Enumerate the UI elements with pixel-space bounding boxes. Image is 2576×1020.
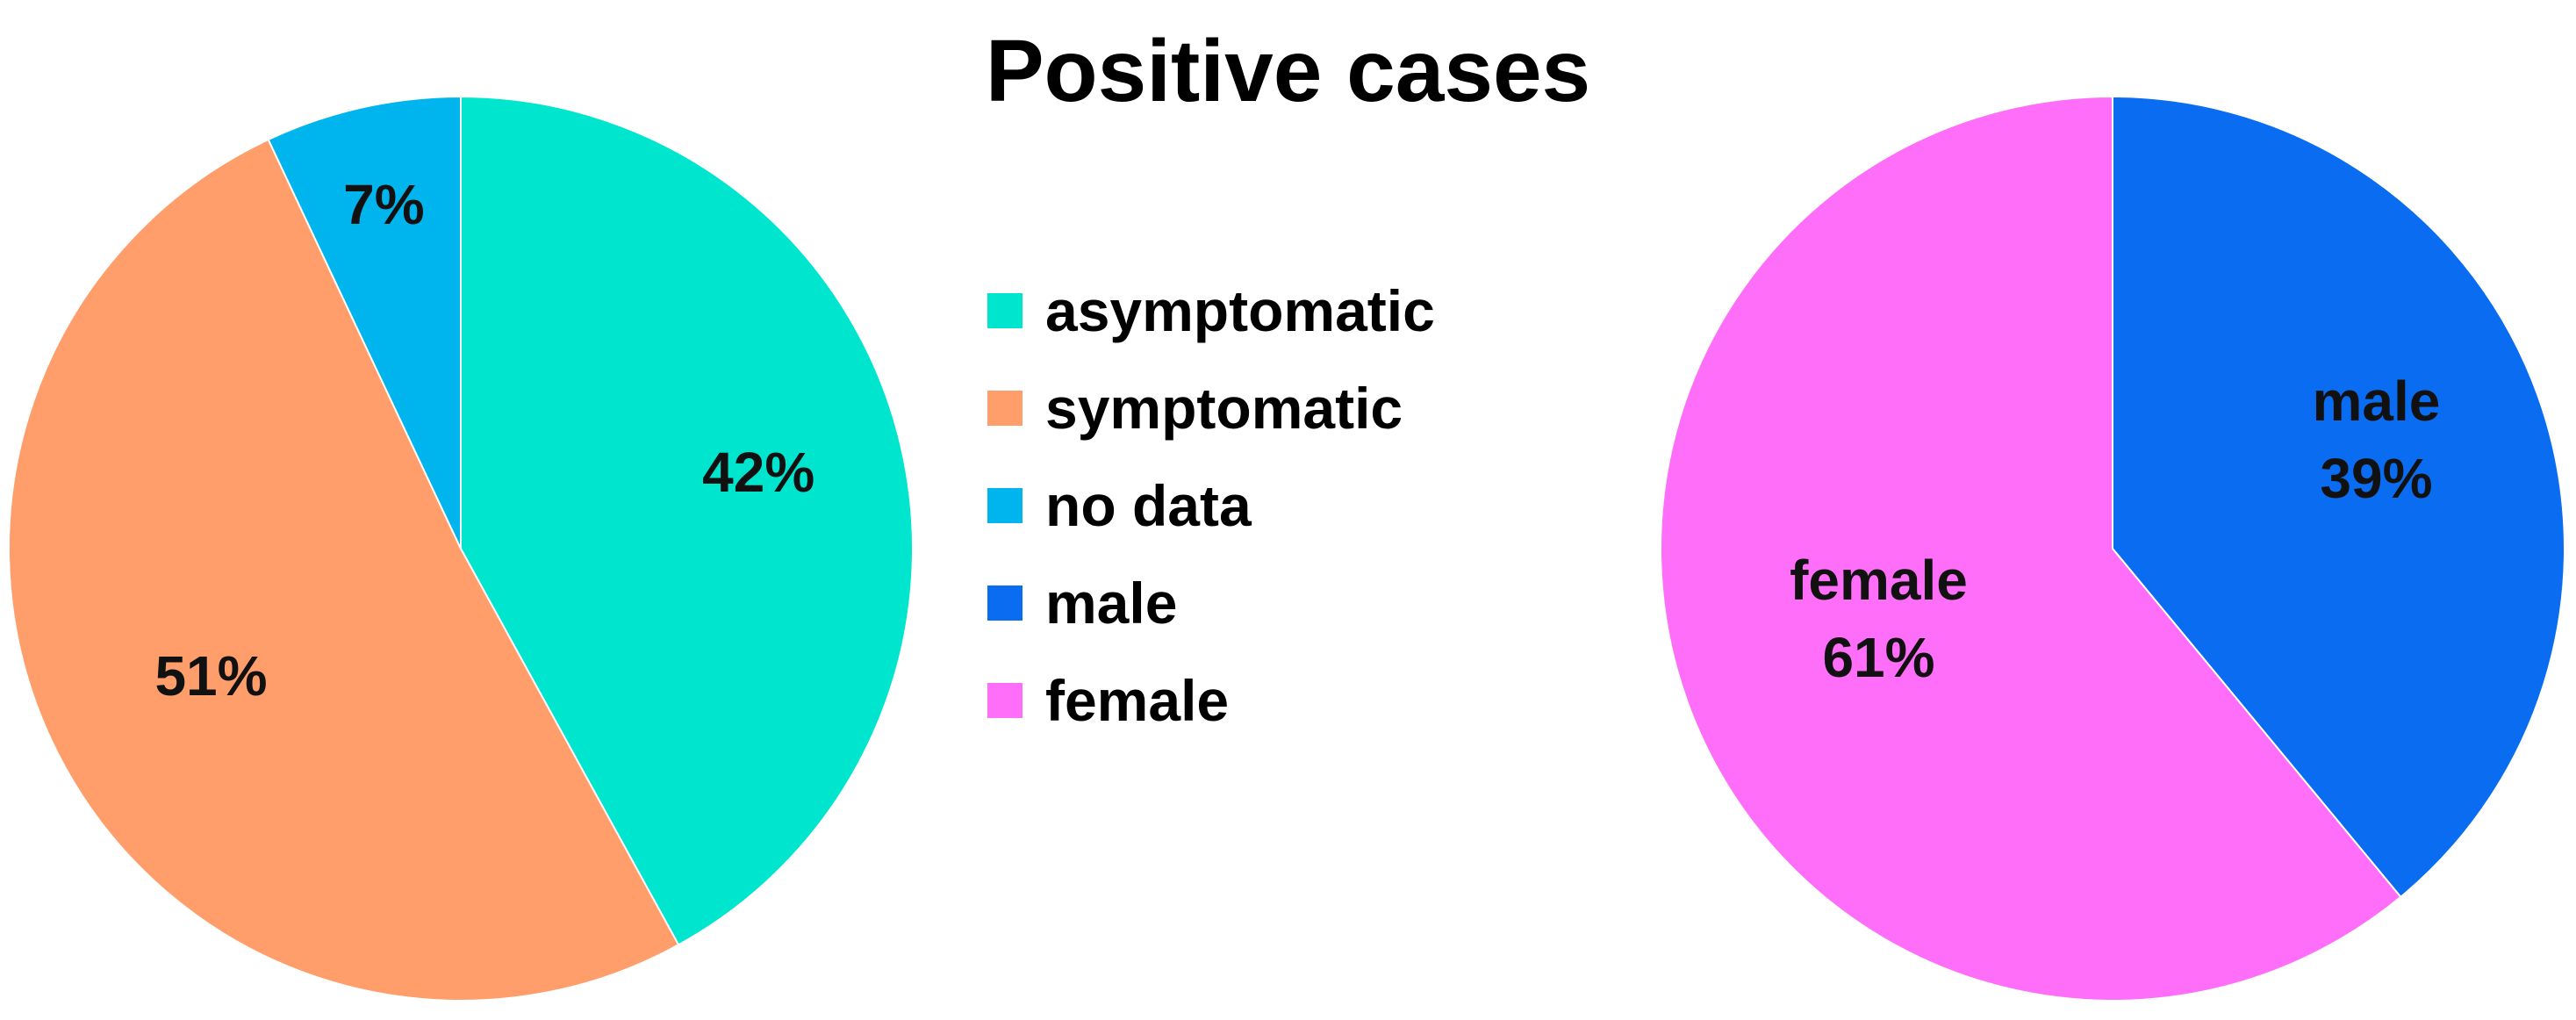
chart-title: Positive cases: [985, 22, 1591, 120]
legend-item-no-data: no data: [987, 477, 1435, 535]
pie1-data-label-asymptomatic: 42%: [702, 441, 814, 504]
pie2-category-label-female: female: [1790, 549, 1968, 612]
legend-label-symptomatic: symptomatic: [1045, 376, 1403, 441]
legend-label-no-data: no data: [1045, 473, 1252, 538]
pie2-data-label-female: 61%: [1822, 626, 1934, 689]
legend-label-female: female: [1045, 668, 1230, 733]
legend-item-male: male: [987, 574, 1435, 632]
pie1-data-label-symptomatic: 51%: [154, 644, 267, 708]
pie1-slice-symptomatic: [8, 138, 680, 1002]
legend-swatch-asymptomatic: [987, 293, 1023, 328]
legend: asymptomatic symptomatic no data male fe…: [987, 282, 1435, 772]
legend-label-male: male: [1045, 571, 1178, 636]
legend-swatch-female: [987, 683, 1023, 718]
legend-item-asymptomatic: asymptomatic: [987, 282, 1435, 340]
legend-label-asymptomatic: asymptomatic: [1045, 278, 1435, 343]
legend-swatch-male: [987, 585, 1023, 621]
pie1-data-label-no-data: 7%: [343, 173, 425, 236]
pie1-slice-no-data: [267, 95, 462, 550]
legend-item-symptomatic: symptomatic: [987, 379, 1435, 437]
legend-swatch-no-data: [987, 488, 1023, 523]
pie2-slice-male: [2112, 95, 2565, 899]
legend-swatch-symptomatic: [987, 391, 1023, 426]
pie2-data-label-male: 39%: [2320, 447, 2432, 510]
pie1-slice-asymptomatic: [460, 95, 914, 946]
pie2-slice-female: [1659, 95, 2402, 1002]
pie2-category-label-male: male: [2312, 370, 2440, 433]
legend-item-female: female: [987, 668, 1435, 733]
